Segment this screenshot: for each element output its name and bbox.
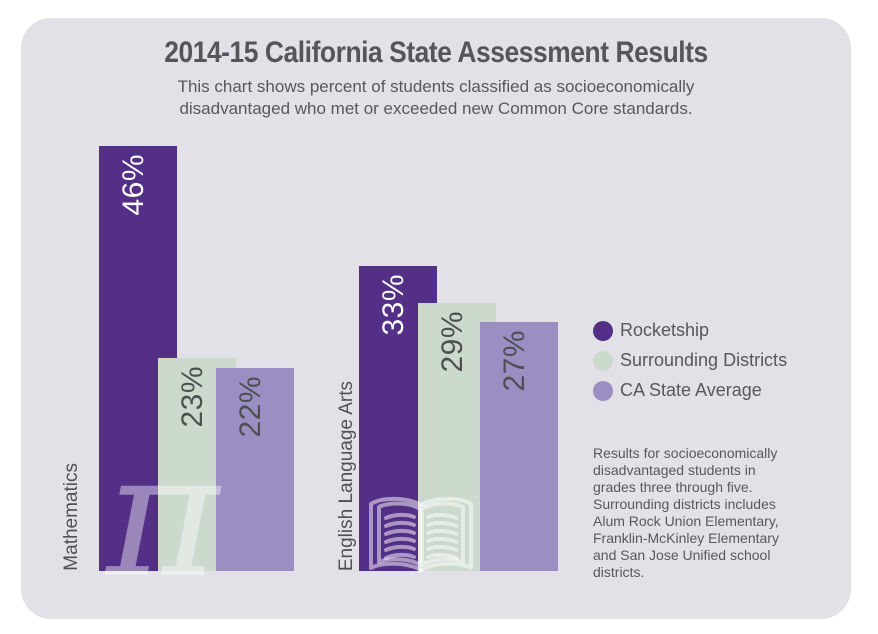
legend-item-rocketship: Rocketship bbox=[593, 320, 787, 341]
bar-value-label: 27% bbox=[498, 330, 531, 392]
bar-value-label: 22% bbox=[234, 376, 267, 438]
legend-label: Rocketship bbox=[620, 320, 710, 340]
chart-title: 2014-15 California State Assessment Resu… bbox=[164, 36, 708, 69]
bar-ela-ca-state-average: 27% bbox=[480, 322, 558, 571]
bar-value-label: 46% bbox=[117, 154, 150, 216]
bar-value-label: 33% bbox=[377, 274, 410, 336]
legend-swatch-surrounding-districts bbox=[593, 350, 613, 371]
legend-label: Surrounding Districts bbox=[620, 350, 788, 370]
legend-label: CA State Average bbox=[620, 380, 762, 400]
legend-item-surrounding-districts: Surrounding Districts bbox=[593, 350, 787, 371]
legend: Rocketship Surrounding Districts CA Stat… bbox=[593, 320, 787, 401]
legend-swatch-rocketship bbox=[593, 320, 613, 341]
legend-swatch-ca-state-average bbox=[593, 380, 613, 401]
category-label-mathematics: Mathematics bbox=[61, 463, 82, 571]
category-label-english-language-arts: English Language Arts bbox=[336, 380, 357, 571]
chart-subtitle: This chart shows percent of students cla… bbox=[177, 77, 695, 118]
bar-value-label: 29% bbox=[436, 311, 469, 373]
bar-mathematics-ca-state-average: 22% bbox=[216, 368, 294, 571]
legend-item-ca-state-average: CA State Average bbox=[593, 380, 787, 401]
chart-card: 2014-15 California State Assessment Resu… bbox=[21, 18, 851, 619]
bar-value-label: 23% bbox=[176, 366, 209, 428]
footnote: Results for socioeconomically disadvanta… bbox=[593, 445, 779, 580]
